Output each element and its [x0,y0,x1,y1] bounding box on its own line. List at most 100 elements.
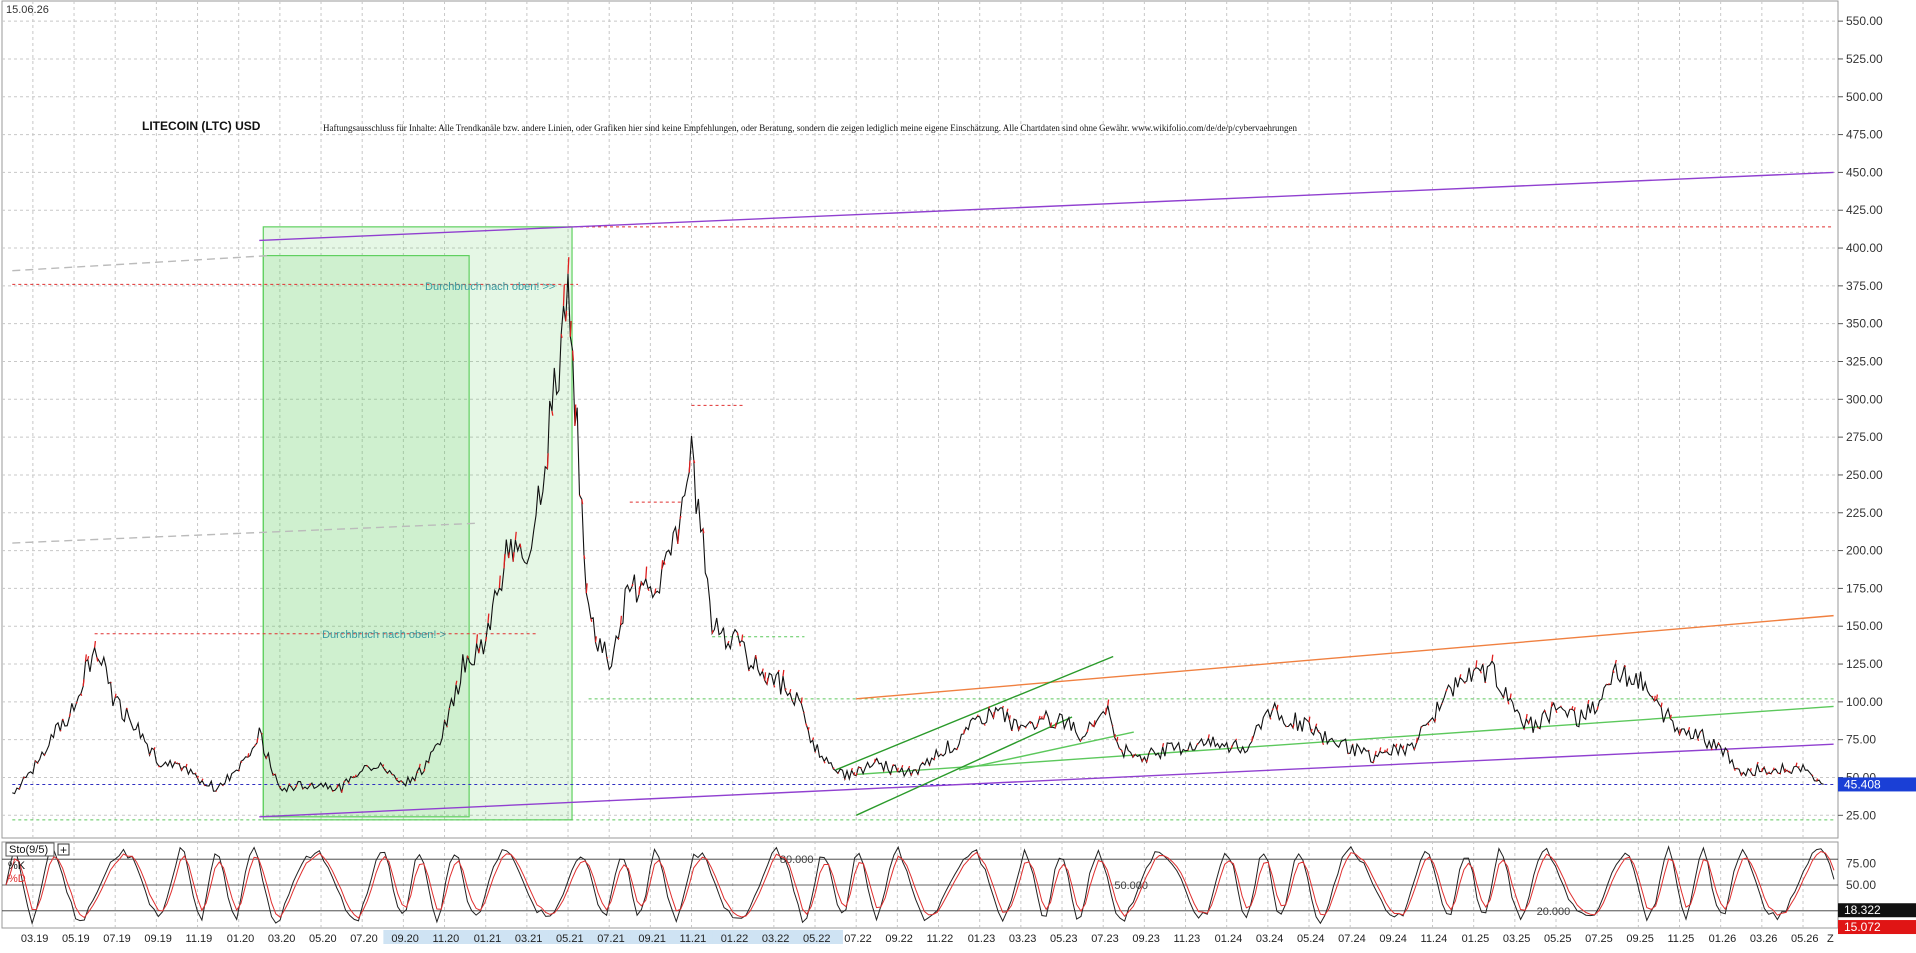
y-tick-label: 550.00 [1846,14,1883,28]
x-tick-label: 07.19 [103,933,131,945]
y-tick-label: 425.00 [1846,203,1883,217]
price-series [12,257,1824,795]
sto-k-value: 18.322 [1844,903,1881,917]
grid-layer [1,0,1839,929]
last-price-label: 45.408 [1844,777,1881,791]
x-tick-label: 11.22 [927,933,954,945]
breakout-box [262,255,470,818]
y-tick-label: 25.00 [1846,808,1876,822]
sto-level-label: 20.000 [1537,906,1571,918]
x-tick-label: 01.26 [1709,933,1737,945]
x-tick-label: 07.20 [350,933,378,945]
x-tick-label: 05.20 [309,933,337,945]
trend-line [835,655,1114,771]
axis-layer: 25.00 50.00 75.00 100.00 125.00 150.00 175.00 2… [21,14,1916,945]
x-tick-label: 01.24 [1215,933,1243,945]
x-tick-label: 11.21 [680,933,707,945]
sto-title: Sto(9/5) [9,844,48,856]
x-tick-label: 03.22 [762,933,790,945]
x-tick-label: 09.23 [1132,933,1160,945]
sto-title-box [5,842,55,857]
x-tick-label: 09.24 [1379,933,1407,945]
x-tick-label: 01.22 [721,933,749,945]
sto-d-line [5,850,1835,919]
y-tick-label: 500.00 [1846,90,1883,104]
x-tick-label: 11.24 [1421,933,1448,945]
sto-d-badge [1838,920,1916,935]
trend-line [856,614,1834,700]
x-tick-label: 07.25 [1585,933,1613,945]
trend-line [259,171,1834,242]
x-tick-label: 09.19 [144,933,172,945]
y-tick-label: 125.00 [1846,657,1883,671]
x-tick-highlight [795,930,844,944]
x-tick-label: 09.25 [1626,933,1654,945]
x-tick-label: 07.24 [1338,933,1366,945]
x-tick-label: 03.23 [1009,933,1037,945]
y-tick-label: 450.00 [1846,165,1883,179]
x-tick-label: 03.20 [268,933,296,945]
y-tick-label: 375.00 [1846,279,1883,293]
x-tick-label: 07.21 [597,933,625,945]
y-tick-label: 200.00 [1846,544,1883,558]
y-tick-label: 300.00 [1846,392,1883,406]
chart-title: LITECOIN (LTC) USD [142,119,261,133]
y-tick-label: 225.00 [1846,506,1883,520]
x-tick-label: 05.19 [62,933,90,945]
x-tick-label: 03.25 [1503,933,1531,945]
price-red-candles [18,257,1819,793]
x-tick-label: 07.23 [1091,933,1119,945]
sto-k-line [5,845,1835,926]
x-tick-highlight [671,930,720,944]
x-tick-highlight [589,930,638,944]
trend-line [259,743,1834,818]
breakout-annotation: Durchbruch nach oben! > [322,629,446,641]
x-tick-highlight [548,930,597,944]
sto-y-tick-label: 75.00 [1846,857,1876,871]
y-tick-label: 325.00 [1846,354,1883,368]
x-tick-label: 11.20 [433,933,460,945]
trend-line [958,731,1134,771]
y-tick-label: 275.00 [1846,430,1883,444]
last-price-badge [1838,777,1916,792]
y-tick-label: 400.00 [1846,241,1883,255]
x-tick-highlight [753,930,802,944]
y-tick-label: 75.00 [1846,733,1876,747]
x-tick-label: 05.26 [1791,933,1819,945]
y-tick-label: 475.00 [1846,128,1883,142]
x-tick-highlight [712,930,761,944]
x-tick-highlight [506,930,555,944]
x-tick-label: 03.24 [1256,933,1284,945]
trend-line [855,716,1073,816]
axis-end-label: Z [1827,933,1834,945]
y-tick-label: 250.00 [1846,468,1883,482]
x-tick-highlight [465,930,514,944]
x-tick-label: 05.21 [556,933,584,945]
overlay-layer: Durchbruch nach oben! >> Durchbruch nach … [12,171,1834,821]
trend-line [12,254,270,272]
x-tick-label: 07.22 [844,933,872,945]
x-tick-label: 11.25 [1668,933,1695,945]
disclaimer-text: Haftungsausschluss für Inhalte: Alle Tre… [323,123,1298,133]
x-tick-label: 03.19 [21,933,49,945]
x-tick-label: 01.21 [474,933,502,945]
x-tick-label: 11.19 [186,933,213,945]
price-frame [1,0,1839,839]
plus-icon: + [60,843,67,857]
x-tick-highlight [630,930,679,944]
y-tick-label: 350.00 [1846,317,1883,331]
breakout-box [262,226,573,821]
y-tick-label: 150.00 [1846,619,1883,633]
sto-k-badge [1838,903,1916,918]
sto-level-label: 50.000 [1114,880,1148,892]
x-tick-label: 05.24 [1297,933,1325,945]
x-tick-label: 01.23 [968,933,996,945]
sto-y-tick-label: 50.00 [1846,878,1876,892]
x-tick-label: 05.23 [1050,933,1078,945]
sto-d-value: 15.072 [1844,920,1881,934]
x-tick-label: 09.22 [885,933,913,945]
